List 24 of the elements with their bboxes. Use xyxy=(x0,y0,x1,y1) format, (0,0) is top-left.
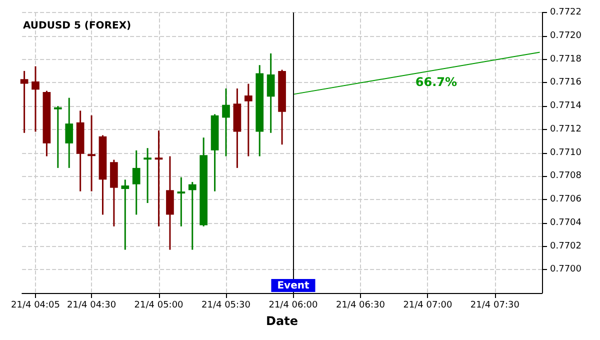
x-tick-label: 21/4 06:30 xyxy=(336,300,386,310)
x-tick-label: 21/4 05:30 xyxy=(201,300,251,310)
text: AUDUSD 5 (FOREX) xyxy=(23,20,132,32)
y-tick-label: 0.7714 xyxy=(550,101,582,111)
y-tick-label: 0.7712 xyxy=(550,124,582,134)
y-tick-label: 0.7708 xyxy=(550,171,582,182)
y-tick-label: 0.7702 xyxy=(550,241,582,252)
y-tick-label: 0.7700 xyxy=(550,264,582,275)
annotation: 66.7% xyxy=(415,74,458,89)
y-tick-label: 0.7704 xyxy=(550,218,582,228)
x-tick-label: 21/4 06:00 xyxy=(268,300,318,310)
x-tick-label: 21/4 05:00 xyxy=(134,300,184,310)
y-tick-label: 0.7718 xyxy=(550,54,582,64)
y-tick-label: 0.7716 xyxy=(550,78,582,88)
x-axis-title: Date xyxy=(266,314,298,328)
x-tick-label: 21/4 07:30 xyxy=(470,300,520,310)
y-tick-label: 0.7720 xyxy=(550,30,582,41)
x-tick-label: 21/4 07:00 xyxy=(403,300,452,310)
y-tick-label: 0.7722 xyxy=(550,8,582,18)
x-tick-label: 21/4 04:30 xyxy=(67,300,116,310)
x-tick-label: 21/4 04:05 xyxy=(10,300,60,310)
ref-line-label: Event xyxy=(277,280,310,292)
y-tick-label: 0.7710 xyxy=(550,148,582,158)
y-tick-label: 0.7706 xyxy=(550,194,582,204)
